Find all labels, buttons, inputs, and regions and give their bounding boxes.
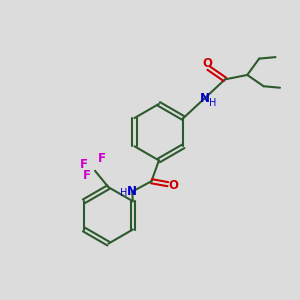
Text: H: H — [120, 188, 128, 198]
Text: O: O — [168, 179, 178, 192]
Text: N: N — [200, 92, 210, 105]
Text: N: N — [127, 185, 136, 198]
Text: H: H — [209, 98, 216, 108]
Text: F: F — [98, 152, 106, 165]
Text: F: F — [83, 169, 91, 182]
Text: O: O — [202, 57, 212, 70]
Text: F: F — [80, 158, 88, 171]
